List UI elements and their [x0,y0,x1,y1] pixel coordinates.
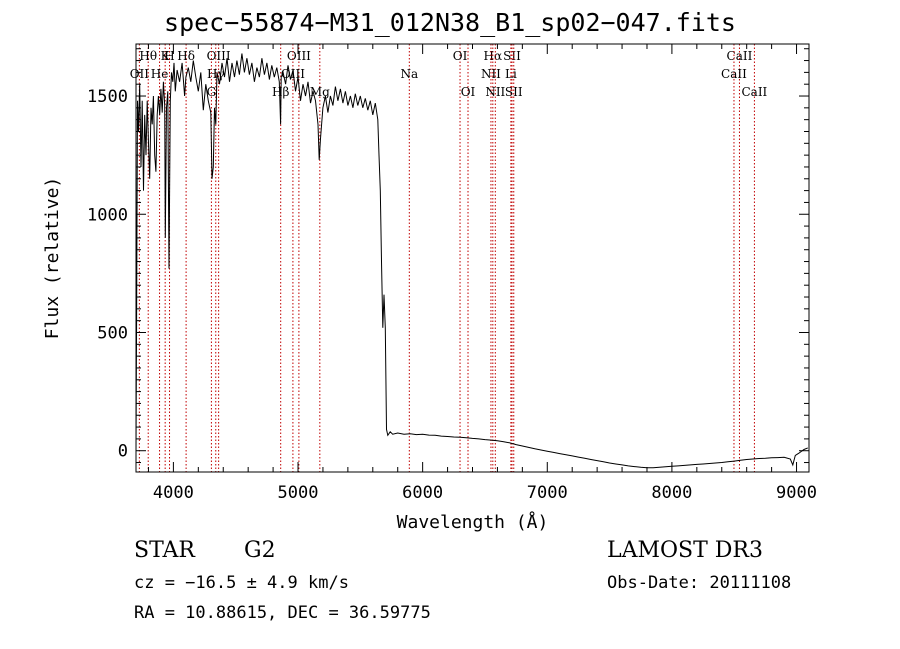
line-marker-label-2: H [164,49,174,63]
line-marker-label-6: OIII [207,49,231,63]
survey-label: LAMOST DR3 [607,538,763,563]
y-tick-label-1000: 1000 [87,205,128,225]
y-tick-label-500: 500 [97,323,128,343]
object-subclass: G2 [244,538,276,563]
line-marker-label-24: CaII [741,85,767,99]
line-marker-label-3: Hδ [177,49,195,63]
line-marker-label-20: Li [505,67,517,81]
line-marker-label-5: He [151,67,169,81]
line-marker-label-16: Hα [484,49,503,63]
line-marker-label-19: SII [503,49,521,63]
y-tick-label-1500: 1500 [87,87,128,107]
line-marker-label-18: NII [485,85,505,99]
plot-frame [135,43,810,473]
line-marker-label-9: OIII [287,49,311,63]
line-marker-label-4: OII [130,67,150,81]
line-marker-label-23: CaII [721,67,747,81]
x-axis-label: Wavelength (Å) [397,511,549,533]
x-tick-label-6000: 6000 [402,483,443,503]
y-tick-label-0: 0 [118,442,128,462]
series-line-0 [135,53,808,469]
line-marker-label-1: K [161,49,171,63]
x-tick-label-7000: 7000 [527,483,568,503]
x-tick-label-8000: 8000 [651,483,692,503]
y-axis-label: Flux (relative) [42,177,63,340]
object-class: STAR [134,538,195,563]
line-marker-label-15: OI [461,85,476,99]
x-tick-label-4000: 4000 [153,483,194,503]
line-marker-label-12: Mg [310,85,330,99]
velocity-label: cz = −16.5 ± 4.9 km/s [134,573,349,593]
line-marker-label-7: Hγ [207,67,225,81]
line-marker-label-8: G [207,85,217,99]
obs-date-label: Obs-Date: 20111108 [607,573,792,593]
line-marker-label-0: Hθ [139,49,157,63]
coordinates-label: RA = 10.88615, DEC = 36.59775 [134,603,431,623]
line-marker-label-14: OI [453,49,468,63]
chart-title: spec−55874−M31_012N38_B1_sp02−047.fits [164,8,736,37]
line-marker-label-17: NII [481,67,501,81]
line-marker-label-21: SII [505,85,523,99]
x-tick-label-9000: 9000 [776,483,817,503]
x-tick-label-5000: 5000 [278,483,319,503]
line-marker-label-13: Na [400,67,418,81]
line-marker-label-22: CaII [727,49,753,63]
